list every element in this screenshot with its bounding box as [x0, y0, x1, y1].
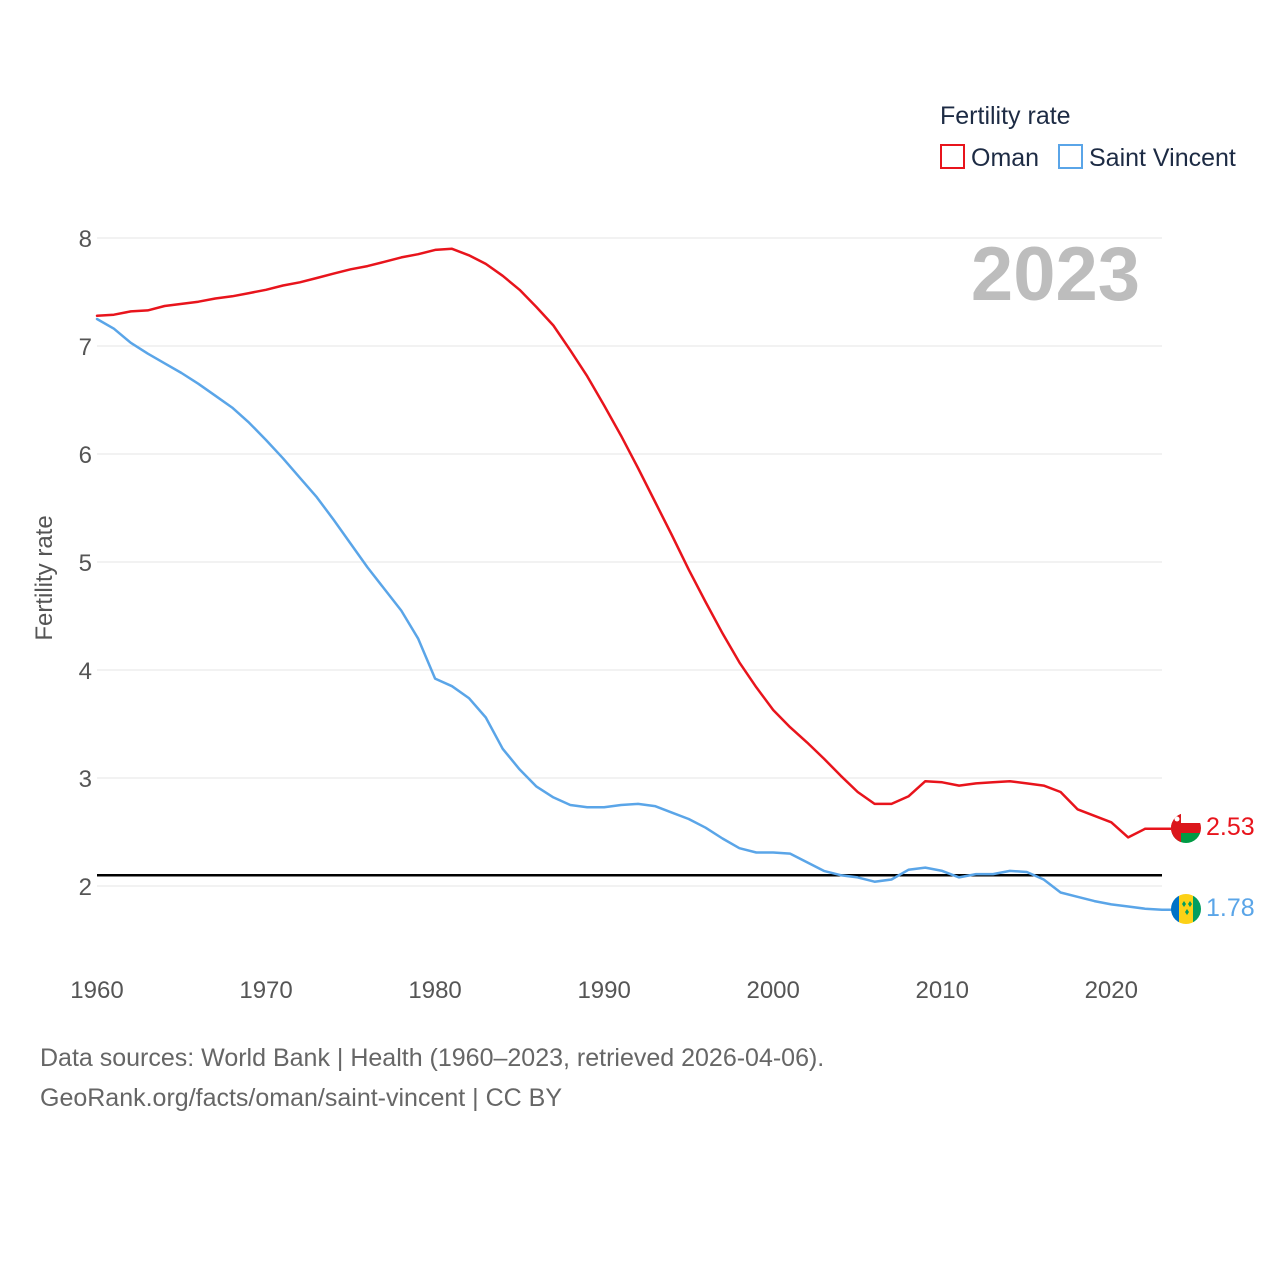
gridlines [97, 237, 1162, 887]
legend-item-oman[interactable]: Oman [940, 144, 1039, 172]
legend-title: Fertility rate [940, 102, 1071, 130]
y-axis-ticks: 2 3 4 5 6 7 8 [79, 226, 92, 901]
end-label-oman: 2.53 [1206, 813, 1255, 841]
legend: Fertility rate Oman Saint Vincent [940, 102, 1236, 172]
y-tick-label-5: 5 [79, 550, 92, 577]
source-note: Data sources: World Bank | Health (1960–… [40, 1044, 825, 1072]
end-label-saint-vincent: 1.78 [1206, 894, 1255, 922]
x-tick-label-2020: 2020 [1085, 977, 1138, 1004]
legend-swatch-saint-vincent [1058, 144, 1083, 169]
source-link: GeoRank.org/facts/oman/saint-vincent | C… [40, 1084, 562, 1112]
saint-vincent-flag-icon [1171, 894, 1201, 924]
legend-label-saint-vincent: Saint Vincent [1089, 144, 1236, 172]
year-watermark: 2023 [971, 232, 1140, 317]
series-line-oman[interactable] [95, 247, 1188, 839]
y-axis-title: Fertility rate [31, 515, 58, 640]
x-tick-label-1960: 1960 [70, 977, 123, 1004]
x-tick-label-1970: 1970 [239, 977, 292, 1004]
y-tick-label-2: 2 [79, 874, 92, 901]
series-line-saint-vincent[interactable] [95, 317, 1188, 912]
legend-item-saint-vincent[interactable]: Saint Vincent [1058, 144, 1236, 172]
x-axis-ticks: 1960 1970 1980 1990 2000 2010 2020 [70, 977, 1138, 1004]
x-tick-label-2010: 2010 [916, 977, 969, 1004]
legend-swatch-oman [940, 144, 965, 169]
x-tick-label-2000: 2000 [746, 977, 799, 1004]
oman-flag-icon [1171, 813, 1201, 843]
y-tick-label-8: 8 [79, 226, 92, 253]
y-tick-label-6: 6 [79, 442, 92, 469]
series-lines [95, 247, 1188, 912]
legend-label-oman: Oman [971, 144, 1039, 172]
y-tick-label-3: 3 [79, 766, 92, 793]
y-tick-label-4: 4 [79, 658, 92, 685]
x-tick-label-1980: 1980 [408, 977, 461, 1004]
y-tick-label-7: 7 [79, 334, 92, 361]
x-tick-label-1990: 1990 [577, 977, 630, 1004]
